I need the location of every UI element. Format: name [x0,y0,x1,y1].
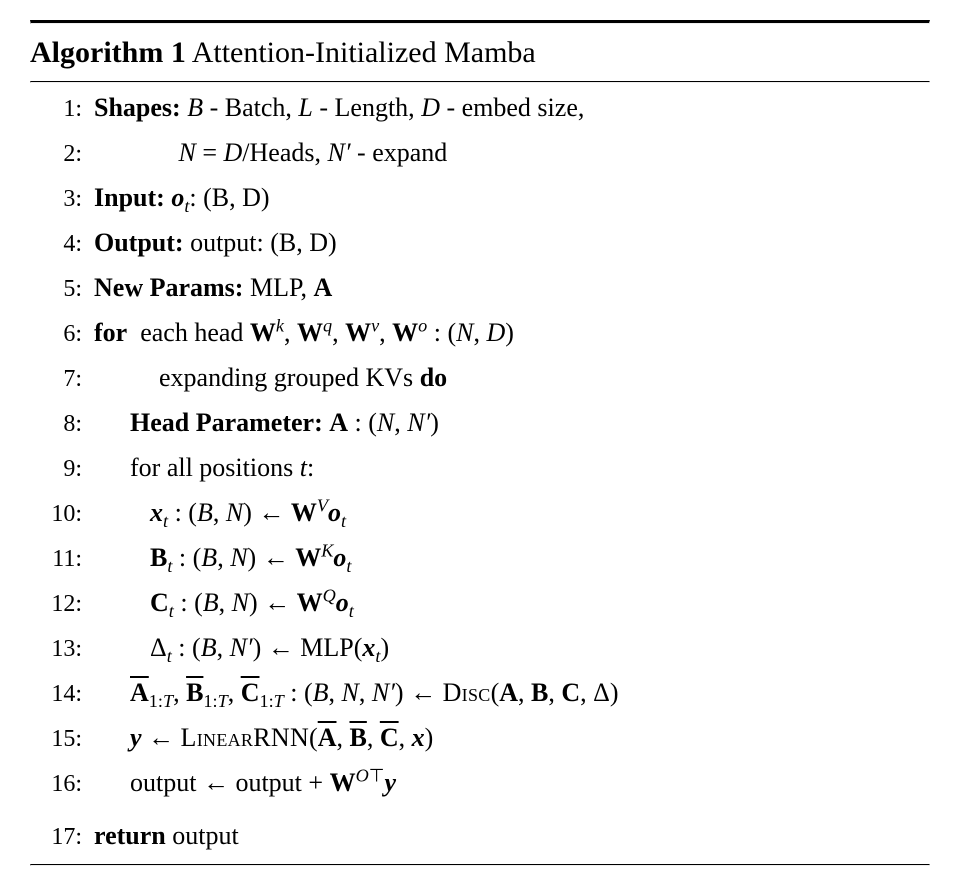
line-rest: ot: (B, D) [165,183,270,212]
line-keyword: Shapes: [94,93,181,122]
line-rest: Bt : (B, N) ← WKot [150,543,351,572]
line-keyword: for [94,318,127,347]
line-rest: N = D/Heads, N′ - expand [94,138,447,167]
line-content: A1:T, B1:T, C1:T : (B, N, N′) ← Disc(A, … [94,673,930,712]
algorithm-line: 9: for all positions t: [30,445,930,490]
line-rest: output [166,821,239,850]
line-number: 12: [30,586,94,622]
line-keyword: New Params: [94,273,243,302]
line-number: 2: [30,136,94,172]
line-content: for all positions t: [94,448,930,487]
line-keyword: Input: [94,183,165,212]
line-rest: expanding grouped KVs do [94,363,447,392]
algorithm-line: 10: xt : (B, N) ← WVot [30,490,930,535]
line-content: xt : (B, N) ← WVot [94,493,930,532]
line-number: 16: [30,766,94,802]
line-content: Ct : (B, N) ← WQot [94,583,930,622]
line-rest: MLP, A [243,273,332,302]
line-keyword: Output: [94,228,184,257]
line-rest: output ← output + WO⊤y [130,768,396,797]
line-number: 5: [30,271,94,307]
line-rest: output: (B, D) [184,228,337,257]
line-content: y ← LinearRNN(A, B, C, x) [94,718,930,757]
line-rest: each head Wk, Wq, Wv, Wo : (N, D) [127,318,514,347]
line-rest: B - Batch, L - Length, D - embed size, [181,93,585,122]
algorithm-line: 13: Δt : (B, N′) ← MLP(xt) [30,625,930,670]
algorithm-block: Algorithm 1 Attention-Initialized Mamba … [30,20,930,866]
algorithm-line: 1:Shapes: B - Batch, L - Length, D - emb… [30,85,930,130]
algorithm-title-row: Algorithm 1 Attention-Initialized Mamba [30,24,930,81]
line-content: Δt : (B, N′) ← MLP(xt) [94,628,930,667]
line-number: 14: [30,676,94,712]
line-rest: xt : (B, N) ← WVot [150,498,346,527]
algorithm-line: 16: output ← output + WO⊤y [30,760,930,805]
algorithm-label: Algorithm 1 [30,36,186,69]
line-rest: for all positions t: [130,453,314,482]
line-rest: A1:T, B1:T, C1:T : (B, N, N′) ← Disc(A, … [130,678,619,707]
algorithm-line: 8:Head Parameter: A : (N, N′) [30,400,930,445]
algorithm-line: 14: A1:T, B1:T, C1:T : (B, N, N′) ← Disc(… [30,670,930,715]
line-rest: Δt : (B, N′) ← MLP(xt) [150,633,389,662]
line-number: 1: [30,91,94,127]
algorithm-line: 4:Output: output: (B, D) [30,220,930,265]
algorithm-line: 17:return output [30,813,930,858]
line-number: 6: [30,316,94,352]
line-content: expanding grouped KVs do [94,358,930,397]
line-rest: Ct : (B, N) ← WQot [150,588,354,617]
algorithm-title: Attention-Initialized Mamba [192,36,536,69]
algorithm-body: 1:Shapes: B - Batch, L - Length, D - emb… [30,83,930,864]
line-keyword: Head Parameter: [130,408,323,437]
algorithm-line: 12: Ct : (B, N) ← WQot [30,580,930,625]
line-number: 8: [30,406,94,442]
line-number: 15: [30,721,94,757]
line-content: return output [94,816,930,855]
algorithm-line: 3:Input: ot: (B, D) [30,175,930,220]
algorithm-line: 15: y ← LinearRNN(A, B, C, x) [30,715,930,760]
algorithm-line: 11: Bt : (B, N) ← WKot [30,535,930,580]
line-number: 10: [30,496,94,532]
line-number: 7: [30,361,94,397]
line-rest: y ← LinearRNN(A, B, C, x) [130,723,433,752]
line-content: N = D/Heads, N′ - expand [94,133,930,172]
line-number: 11: [30,541,94,577]
line-content: for each head Wk, Wq, Wv, Wo : (N, D) [94,313,930,352]
line-content: output ← output + WO⊤y [94,763,930,802]
line-number: 3: [30,181,94,217]
line-number: 13: [30,631,94,667]
line-content: Input: ot: (B, D) [94,178,930,217]
algorithm-line: 2: N = D/Heads, N′ - expand [30,130,930,175]
algorithm-line: 5:New Params: MLP, A [30,265,930,310]
line-content: Head Parameter: A : (N, N′) [94,403,930,442]
line-rest: A : (N, N′) [323,408,439,437]
line-keyword: return [94,821,166,850]
line-number: 9: [30,451,94,487]
algorithm-line: 7: expanding grouped KVs do [30,355,930,400]
algorithm-line: 6:for each head Wk, Wq, Wv, Wo : (N, D) [30,310,930,355]
line-content: Shapes: B - Batch, L - Length, D - embed… [94,88,930,127]
line-number: 17: [30,819,94,855]
line-content: Output: output: (B, D) [94,223,930,262]
line-content: New Params: MLP, A [94,268,930,307]
line-content: Bt : (B, N) ← WKot [94,538,930,577]
line-number: 4: [30,226,94,262]
line-gap [30,805,930,813]
rule-bottom [30,864,930,866]
